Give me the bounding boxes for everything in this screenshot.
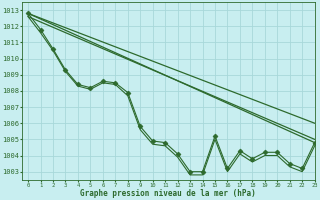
X-axis label: Graphe pression niveau de la mer (hPa): Graphe pression niveau de la mer (hPa): [80, 189, 256, 198]
